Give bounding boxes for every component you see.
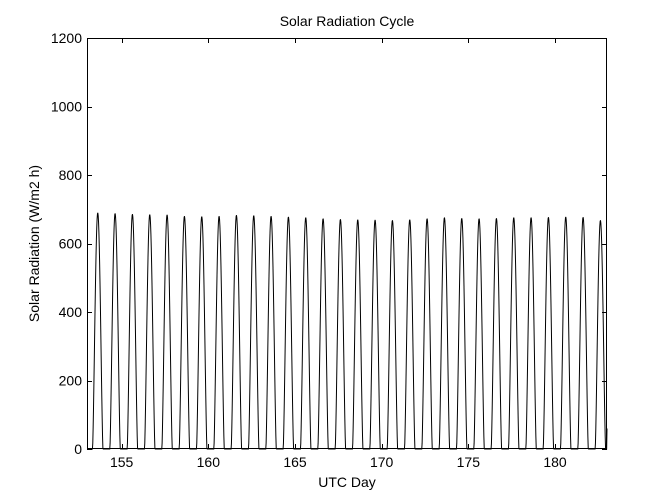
x-tick-label: 180	[543, 454, 567, 470]
plot-frame	[87, 38, 607, 449]
y-tick-label: 800	[59, 167, 83, 183]
y-tick-label: 1200	[51, 30, 82, 46]
y-tick-label: 400	[59, 304, 83, 320]
x-axis-label: UTC Day	[318, 474, 376, 490]
x-tick-label: 165	[283, 454, 307, 470]
y-axis-ticks: 0 200 400 600 800 1000 1200	[51, 30, 607, 457]
x-tick-label: 170	[370, 454, 394, 470]
y-tick-label: 1000	[51, 99, 82, 115]
y-tick-label: 200	[59, 373, 83, 389]
x-axis-ticks: 155 160 165 170 175 180	[110, 38, 567, 470]
plot-area	[87, 38, 607, 449]
x-tick-label: 160	[197, 454, 221, 470]
x-tick-label: 175	[457, 454, 481, 470]
y-tick-label: 0	[74, 441, 82, 457]
y-axis-label: Solar Radiation (W/m2 h)	[26, 165, 42, 322]
x-tick-label: 155	[110, 454, 134, 470]
y-tick-label: 600	[59, 236, 83, 252]
chart-title: Solar Radiation Cycle	[280, 13, 415, 29]
